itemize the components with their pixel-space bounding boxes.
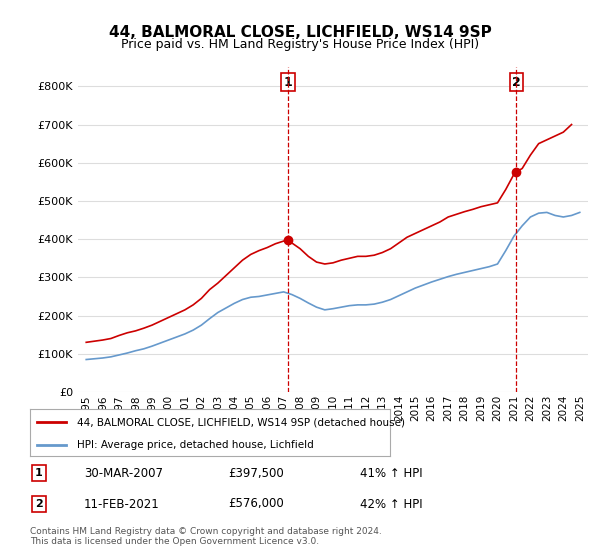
Text: 41% ↑ HPI: 41% ↑ HPI — [360, 466, 422, 480]
Text: £397,500: £397,500 — [228, 466, 284, 480]
Text: 44, BALMORAL CLOSE, LICHFIELD, WS14 9SP: 44, BALMORAL CLOSE, LICHFIELD, WS14 9SP — [109, 25, 491, 40]
Text: 11-FEB-2021: 11-FEB-2021 — [84, 497, 160, 511]
Text: 2: 2 — [512, 76, 521, 89]
Text: Price paid vs. HM Land Registry's House Price Index (HPI): Price paid vs. HM Land Registry's House … — [121, 38, 479, 51]
Text: 42% ↑ HPI: 42% ↑ HPI — [360, 497, 422, 511]
Text: HPI: Average price, detached house, Lichfield: HPI: Average price, detached house, Lich… — [77, 440, 314, 450]
Text: 44, BALMORAL CLOSE, LICHFIELD, WS14 9SP (detached house): 44, BALMORAL CLOSE, LICHFIELD, WS14 9SP … — [77, 417, 405, 427]
Text: 1: 1 — [283, 76, 292, 89]
Text: £576,000: £576,000 — [228, 497, 284, 511]
Text: 1: 1 — [35, 468, 43, 478]
Text: 2: 2 — [35, 499, 43, 509]
Text: 30-MAR-2007: 30-MAR-2007 — [84, 466, 163, 480]
Text: Contains HM Land Registry data © Crown copyright and database right 2024.
This d: Contains HM Land Registry data © Crown c… — [30, 526, 382, 546]
